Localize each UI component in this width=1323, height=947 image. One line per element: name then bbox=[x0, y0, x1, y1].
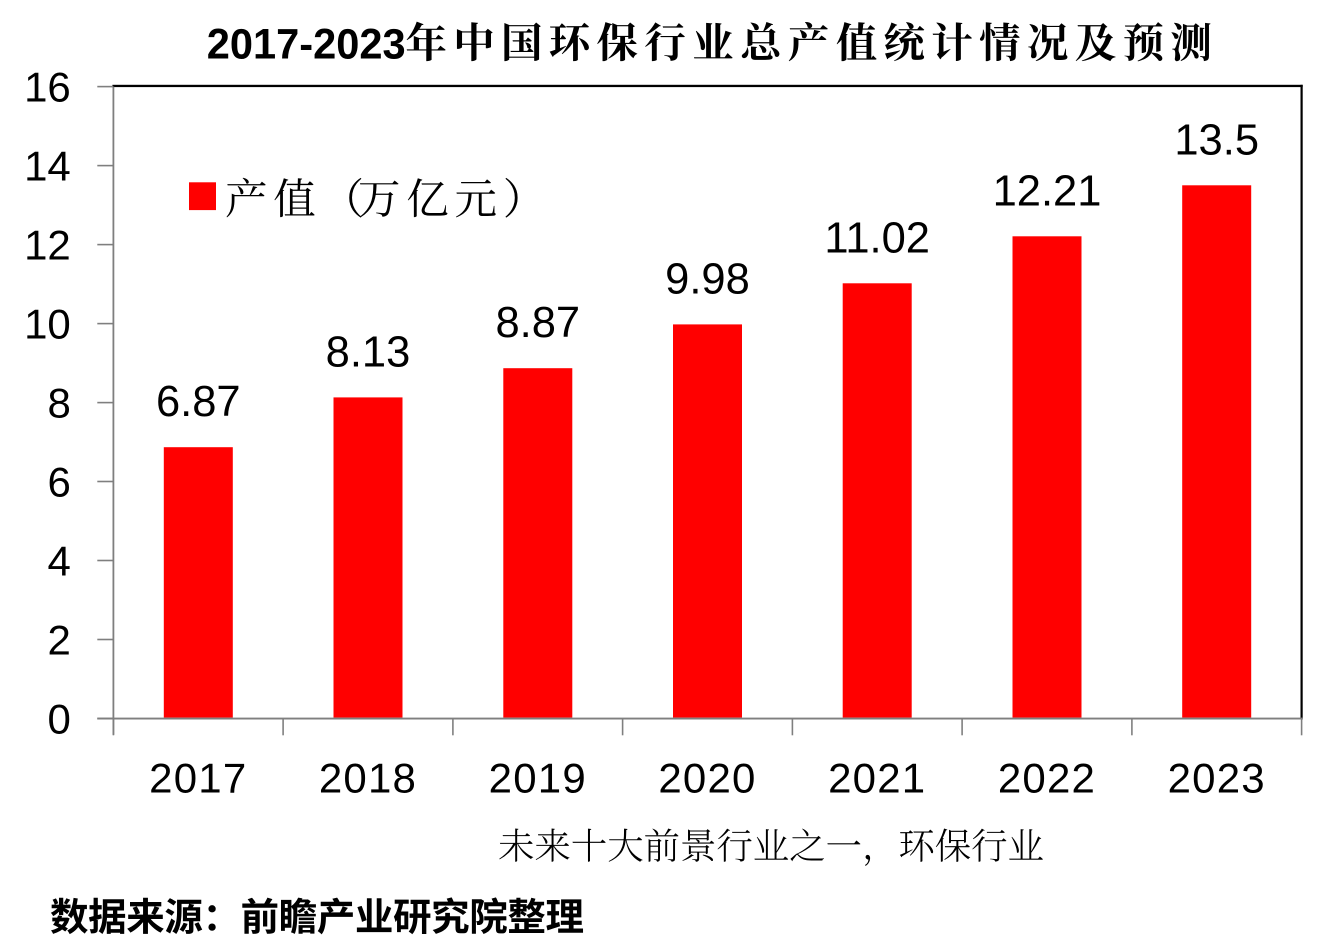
svg-text:11.02: 11.02 bbox=[824, 214, 930, 262]
svg-text:16: 16 bbox=[24, 64, 71, 111]
svg-text:2023: 2023 bbox=[1168, 755, 1266, 802]
svg-text:2018: 2018 bbox=[319, 755, 417, 802]
svg-text:2020: 2020 bbox=[658, 755, 756, 802]
svg-text:4: 4 bbox=[47, 538, 70, 585]
svg-text:10: 10 bbox=[24, 301, 71, 348]
svg-text:14: 14 bbox=[24, 143, 71, 190]
svg-text:2: 2 bbox=[47, 617, 70, 664]
svg-text:9.98: 9.98 bbox=[665, 255, 750, 303]
svg-text:8: 8 bbox=[47, 380, 70, 427]
svg-text:12: 12 bbox=[24, 222, 71, 269]
svg-text:2022: 2022 bbox=[998, 755, 1096, 802]
svg-text:8.87: 8.87 bbox=[495, 299, 580, 347]
svg-text:0: 0 bbox=[47, 696, 70, 743]
svg-text:2021: 2021 bbox=[828, 755, 926, 802]
svg-text:6.87: 6.87 bbox=[156, 378, 241, 426]
svg-text:8.13: 8.13 bbox=[326, 328, 411, 376]
svg-text:13.5: 13.5 bbox=[1174, 116, 1259, 164]
svg-text:12.21: 12.21 bbox=[993, 167, 1102, 215]
svg-text:6: 6 bbox=[47, 459, 70, 506]
svg-text:2019: 2019 bbox=[489, 755, 587, 802]
svg-text:2017-2023: 2017-2023 bbox=[207, 22, 406, 69]
svg-text:2017: 2017 bbox=[149, 755, 247, 802]
